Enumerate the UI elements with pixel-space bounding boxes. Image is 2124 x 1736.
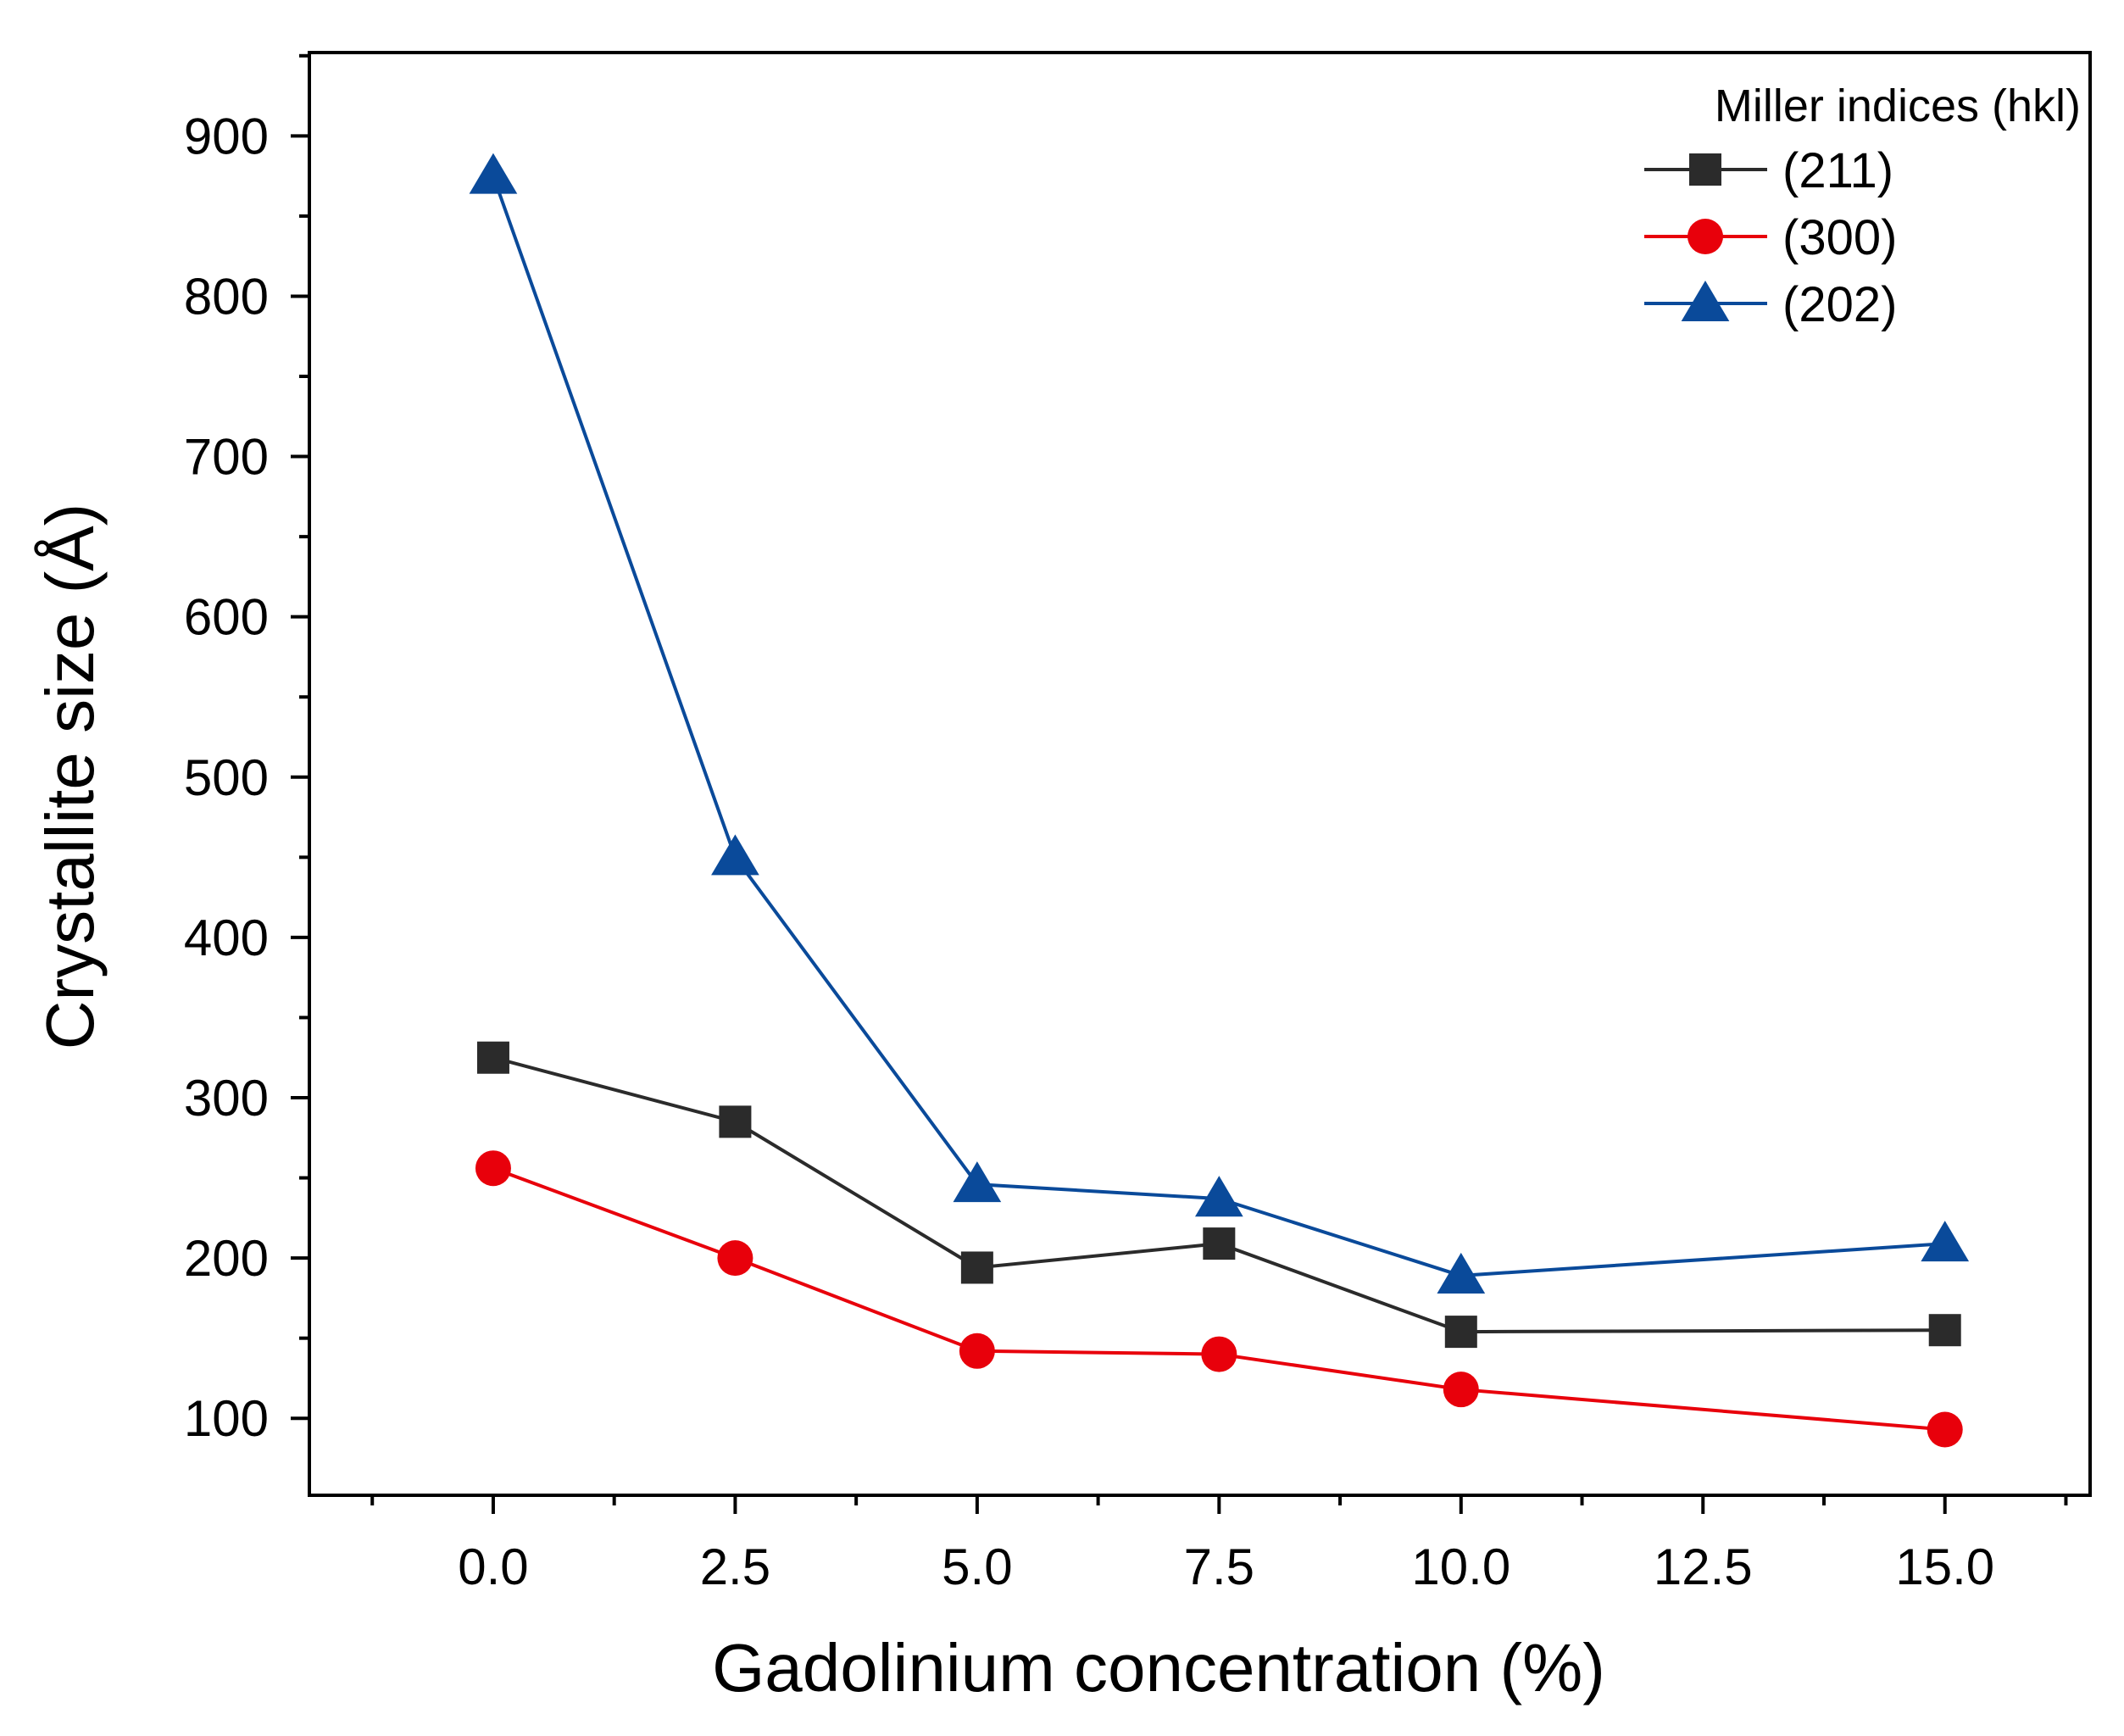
data-point-circle xyxy=(475,1150,511,1187)
series-line xyxy=(492,1055,1945,1334)
series-line xyxy=(492,1166,1945,1432)
x-tick-label: 15.0 xyxy=(1895,1538,1994,1595)
y-axis-title: Crystallite size (Å) xyxy=(32,504,108,1050)
x-tick-label: 2.5 xyxy=(700,1538,770,1595)
x-tick-label: 12.5 xyxy=(1654,1538,1753,1595)
data-point-square xyxy=(960,1251,993,1284)
x-tick-label: 10.0 xyxy=(1411,1538,1510,1595)
data-point-circle xyxy=(959,1333,995,1369)
x-axis-title: Gadolinium concentration (%) xyxy=(712,1630,1605,1705)
legend-label: (202) xyxy=(1782,277,1897,332)
legend-label: (300) xyxy=(1782,210,1897,265)
data-point-circle xyxy=(1443,1372,1479,1408)
data-point-circle xyxy=(717,1240,753,1277)
data-point-square xyxy=(1203,1227,1236,1260)
data-point-triangle xyxy=(469,153,518,194)
data-point-square xyxy=(476,1041,509,1074)
data-point-square xyxy=(1444,1316,1477,1349)
y-tick-label: 400 xyxy=(184,910,269,966)
y-tick-label: 100 xyxy=(184,1390,269,1447)
plot-frame xyxy=(308,51,2092,1497)
legend-title: Miller indices (hkl) xyxy=(1715,81,2081,131)
y-tick-label: 900 xyxy=(184,108,269,164)
data-point-triangle xyxy=(711,834,759,876)
data-point-triangle xyxy=(1921,1221,1970,1262)
y-tick-label: 800 xyxy=(184,268,269,325)
y-tick-label: 600 xyxy=(184,589,269,646)
data-point-triangle xyxy=(953,1161,1002,1203)
series-line xyxy=(492,175,1945,1277)
y-tick-label: 200 xyxy=(184,1230,269,1287)
y-tick-label: 300 xyxy=(184,1070,269,1127)
x-tick-label: 5.0 xyxy=(942,1538,1012,1595)
legend-marker-circle xyxy=(1688,219,1723,254)
data-point-triangle xyxy=(1437,1252,1486,1294)
x-tick-label: 7.5 xyxy=(1184,1538,1254,1595)
data-point-triangle xyxy=(1194,1176,1243,1217)
data-point-circle xyxy=(1201,1336,1237,1372)
series-circle xyxy=(475,1150,1963,1448)
series-square xyxy=(476,1041,1961,1349)
legend-marker-triangle xyxy=(1681,281,1730,322)
data-point-square xyxy=(719,1105,752,1138)
y-tick-label: 500 xyxy=(184,749,269,806)
data-point-square xyxy=(1928,1314,1961,1347)
series-triangle xyxy=(469,153,1970,1294)
x-tick-label: 0.0 xyxy=(458,1538,528,1595)
legend-marker-square xyxy=(1689,153,1721,186)
data-point-circle xyxy=(1927,1411,1963,1448)
legend-label: (211) xyxy=(1782,143,1893,198)
y-tick-label: 700 xyxy=(184,429,269,486)
